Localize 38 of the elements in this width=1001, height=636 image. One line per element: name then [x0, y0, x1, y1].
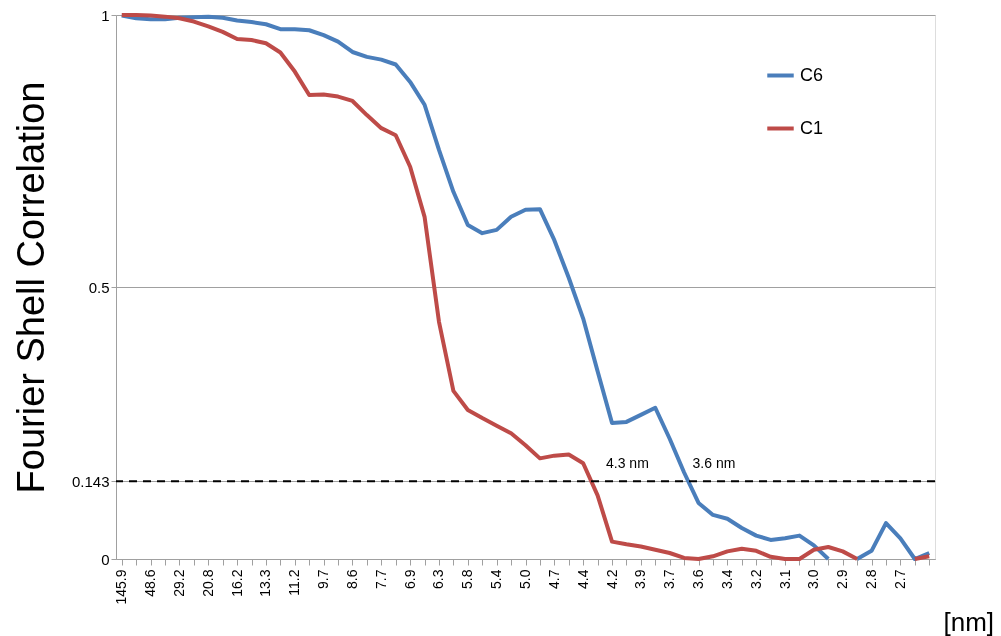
y-axis-title: Fourier Shell Correlation: [9, 81, 52, 494]
legend-label: C6: [800, 64, 824, 85]
x-tick-label: 2.8: [863, 569, 880, 589]
y-tick-label: 0.5: [88, 278, 110, 296]
x-tick-label: 29.2: [170, 569, 187, 597]
x-tick-label: 4.2: [603, 569, 620, 589]
x-tick-label: 3.0: [805, 569, 822, 589]
x-tick-label: 16.2: [228, 569, 245, 597]
x-tick-label: 13.3: [257, 569, 274, 597]
y-tick-label: 0.143: [71, 472, 110, 490]
x-tick-label: 4.4: [574, 569, 591, 589]
x-tick-label: 3.9: [632, 569, 649, 589]
annotation: 4.3 nm: [606, 455, 649, 472]
x-tick-label: 3.4: [718, 569, 735, 589]
x-tick-label: 48.6: [142, 569, 159, 597]
x-tick-label: 11.2: [286, 569, 303, 596]
x-tick-label: 9.7: [315, 569, 332, 589]
x-tick-label: 5.4: [488, 569, 505, 589]
y-tick-label: 0: [101, 550, 110, 568]
x-tick-label: 3.2: [747, 569, 764, 589]
x-tick-label: 4.7: [545, 569, 562, 589]
x-tick-label: 5.8: [459, 569, 476, 589]
annotation: 3.6 nm: [692, 455, 736, 472]
x-tick-label: 2.7: [891, 569, 908, 589]
x-tick-label: 3.6: [690, 569, 707, 589]
x-tick-label: 5.0: [517, 569, 533, 589]
legend-label: C1: [800, 117, 824, 138]
x-tick-label: 8.6: [343, 569, 360, 589]
x-axis-title: [nm]: [943, 606, 995, 636]
x-tick-label: 3.7: [661, 569, 678, 589]
x-tick-label: 7.7: [372, 569, 389, 589]
x-tick-label: 145.9: [113, 569, 130, 605]
x-tick-label: 3.1: [776, 569, 793, 589]
x-tick-label: 6.3: [430, 569, 447, 589]
y-tick-label: 1: [101, 6, 110, 24]
x-tick-label: 6.9: [401, 569, 418, 589]
x-tick-label: 20.8: [199, 569, 216, 597]
x-tick-label: 2.9: [834, 569, 851, 589]
